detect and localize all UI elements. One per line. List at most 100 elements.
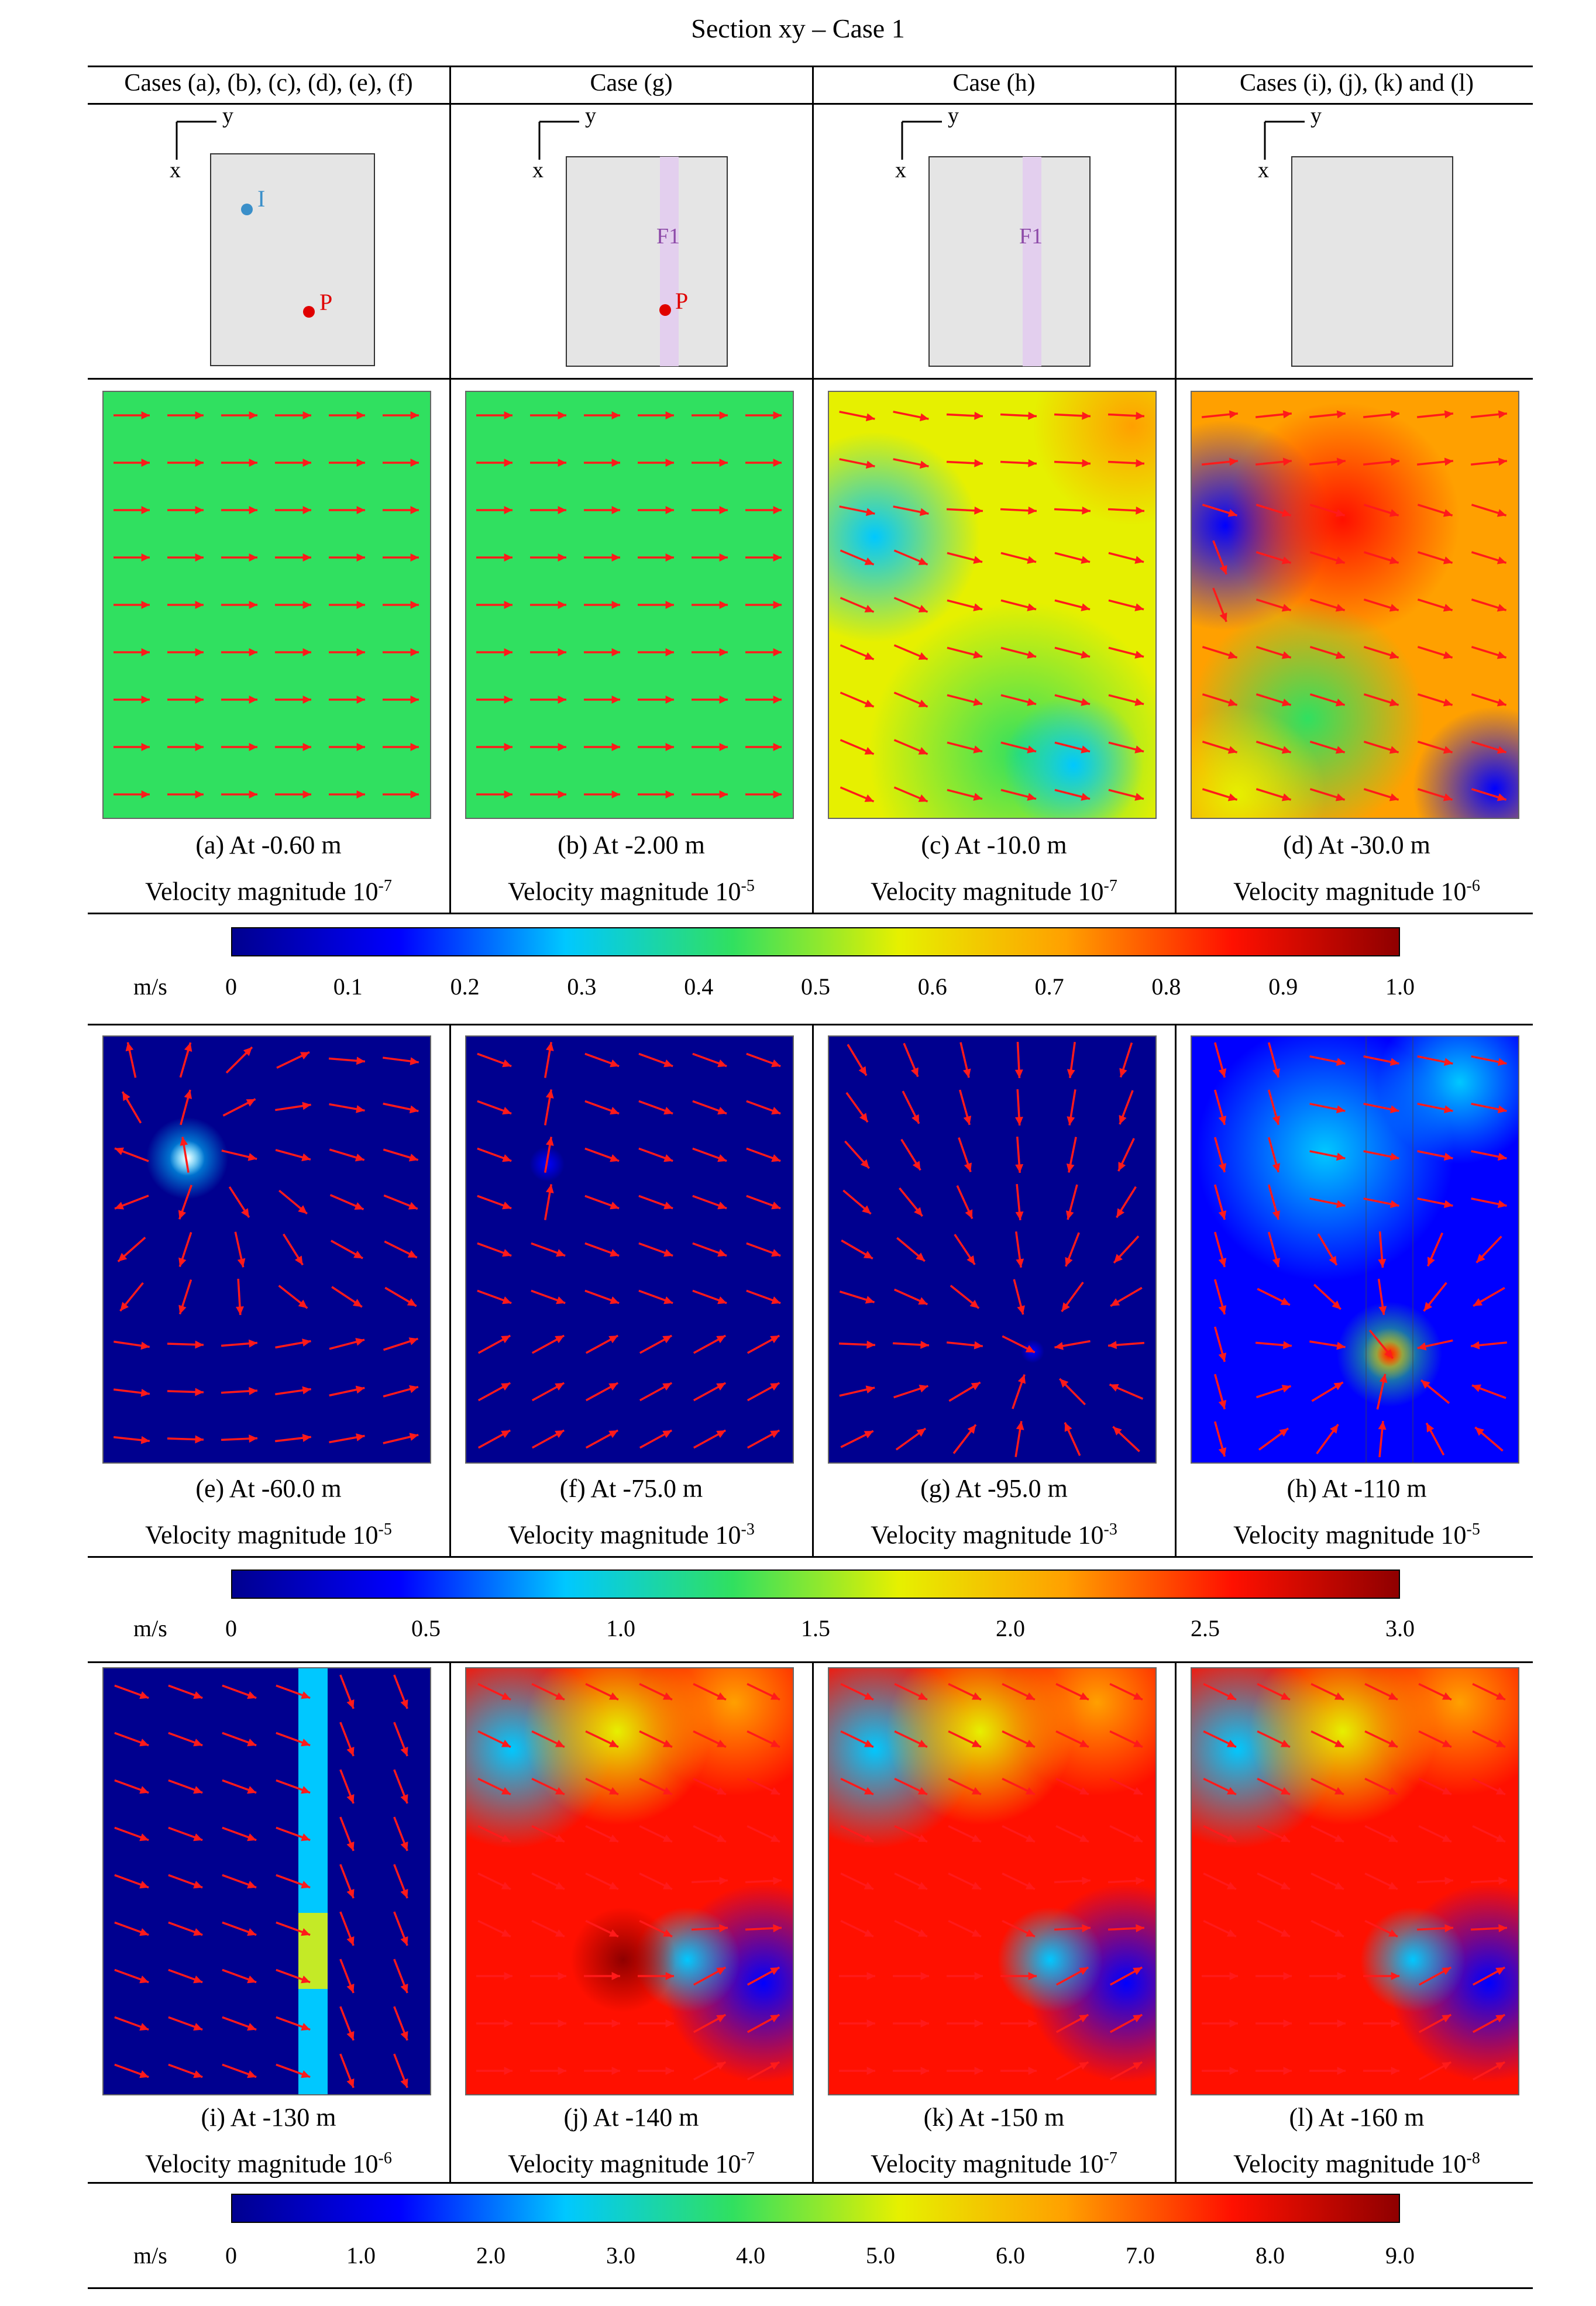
velocity-arrow (638, 790, 674, 799)
velocity-arrow (638, 1242, 673, 1257)
velocity-arrow (841, 1239, 873, 1260)
velocity-arrow (221, 1387, 258, 1395)
velocity-arrow (1055, 1777, 1089, 1796)
velocity-arrow (584, 601, 620, 609)
colorbar-2-tick: 0 (225, 1615, 237, 1641)
velocity-arrow (1109, 2014, 1143, 2033)
velocity-arrow (1417, 598, 1453, 612)
velocity-arrow (276, 1874, 311, 1889)
velocity-arrow (1309, 693, 1346, 707)
velocity-arrow (585, 1429, 619, 1449)
velocity-arrow (1376, 1374, 1388, 1410)
velocity-arrow (477, 1730, 511, 1749)
velocity-arrow (893, 2019, 929, 2028)
velocity-arrow (1214, 1374, 1227, 1410)
velocity-arrow (896, 1237, 926, 1262)
velocity-arrow (746, 1147, 781, 1162)
velocity-arrow (228, 1186, 250, 1219)
velocity-arrow (584, 648, 620, 656)
velocity-arrow (1417, 788, 1453, 801)
fracture-label: F1 (656, 224, 680, 249)
velocity-arrow (179, 1042, 192, 1078)
velocity-arrow (948, 1825, 982, 1843)
velocity-arrow (1309, 1972, 1346, 1980)
velocity-arrow (1268, 1231, 1281, 1268)
svg-text:x: x (1258, 158, 1269, 183)
velocity-arrow (1364, 1872, 1398, 1891)
velocity-arrow (1364, 1730, 1398, 1749)
field-border (102, 391, 431, 819)
velocity-arrow (1013, 1279, 1025, 1315)
velocity-arrow (1472, 2061, 1506, 2081)
velocity-arrow (276, 1968, 311, 1984)
velocity-arrow (168, 1826, 203, 1842)
velocity-arrow (113, 411, 150, 419)
velocity-arrow (585, 1334, 619, 1354)
velocity-arrow (692, 743, 728, 751)
velocity-arrow (393, 1959, 408, 1994)
velocity-arrow (1000, 694, 1037, 706)
velocity-arrow (222, 1684, 257, 1699)
colorbar-1-tick: 0 (225, 973, 237, 1000)
velocity-arrow (1257, 1730, 1291, 1749)
velocity-arrow (893, 1972, 929, 1980)
velocity-arrow (114, 1968, 149, 1984)
velocity-arrow (1256, 598, 1292, 612)
velocity-arrow (1117, 1138, 1135, 1172)
velocity-arrow (1255, 457, 1292, 466)
velocity-arrow (1470, 410, 1508, 419)
velocity-arrow (1014, 1421, 1024, 1457)
velocity-arrow (1067, 1089, 1076, 1126)
velocity-arrow (383, 1056, 419, 1066)
velocity-arrow (221, 601, 257, 609)
velocity-arrow (222, 1968, 257, 1984)
velocity-arrow (845, 1092, 869, 1123)
velocity-arrow (476, 459, 512, 467)
velocity-arrow (692, 506, 728, 514)
velocity-arrow (1417, 1339, 1453, 1351)
velocity-arrow (840, 1730, 874, 1749)
velocity-arrow (1002, 1825, 1036, 1843)
rule-row2 (88, 1556, 1533, 1558)
velocity-arrow (1000, 741, 1037, 753)
velocity-arrow (947, 599, 983, 611)
rule-row1 (88, 913, 1533, 914)
velocity-arrow (1309, 2067, 1346, 2075)
velocity-arrow (221, 1339, 258, 1348)
velocity-arrow (1310, 1919, 1344, 1938)
velocity-arrow (692, 1195, 727, 1210)
velocity-arrow (1109, 1825, 1143, 1843)
velocity-arrow (893, 1385, 928, 1399)
velocity-arrow (1055, 2061, 1089, 2081)
velocity-arrow (1470, 457, 1508, 466)
velocity-arrow (119, 1282, 144, 1312)
velocity-arrow (331, 1240, 363, 1259)
colorbar-1-tick: 0.4 (684, 973, 714, 1000)
velocity-arrow (1310, 1730, 1344, 1749)
velocity-arrow (692, 1052, 727, 1068)
velocity-arrow (275, 1434, 311, 1443)
col-divider-1b (449, 1024, 451, 1556)
velocity-arrow (745, 601, 782, 609)
velocity-arrow (1309, 1340, 1346, 1350)
velocity-arrow (1255, 1341, 1292, 1350)
velocity-arrow (1363, 646, 1399, 659)
velocity-arrow (584, 2019, 620, 2028)
column-header-2: Case (g) (590, 70, 673, 97)
velocity-arrow (1055, 1730, 1089, 1749)
velocity-arrow (1054, 694, 1091, 706)
velocity-arrow (1363, 504, 1399, 517)
velocity-arrow (692, 1242, 727, 1257)
velocity-arrow (530, 790, 566, 799)
velocity-arrow (946, 506, 983, 515)
velocity-arrow (948, 1381, 981, 1402)
velocity-arrow (1417, 693, 1453, 707)
colorbar-3-tick: 8.0 (1256, 2242, 1285, 2269)
caption-l: (l) At -160 m Velocity magnitude 10-8 (1233, 2103, 1480, 2178)
velocity-arrow (221, 696, 257, 704)
velocity-field-c (828, 391, 1157, 819)
colorbar-1-tick: 1.0 (1385, 973, 1415, 1000)
velocity-arrow (1214, 1279, 1227, 1315)
velocity-arrow (1109, 1777, 1143, 1796)
velocity-arrow (1055, 1682, 1089, 1701)
